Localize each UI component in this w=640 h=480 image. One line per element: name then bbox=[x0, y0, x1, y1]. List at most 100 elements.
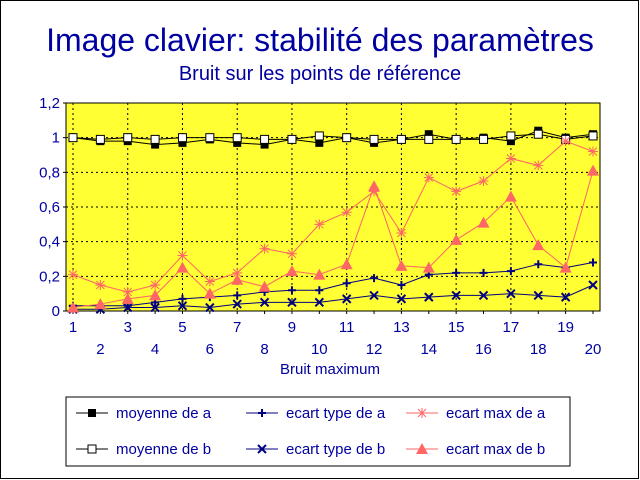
data-point bbox=[259, 297, 270, 308]
legend-item: ecart max de b bbox=[406, 441, 545, 458]
data-point bbox=[451, 290, 461, 301]
y-tick-label: 0 bbox=[52, 303, 60, 320]
data-point bbox=[588, 146, 598, 157]
data-point bbox=[260, 134, 270, 144]
x-tick-label: 15 bbox=[448, 319, 465, 336]
data-point bbox=[477, 216, 490, 228]
y-tick-label: 0,6 bbox=[39, 199, 60, 216]
data-point bbox=[177, 133, 187, 143]
legend-item: moyenne de b bbox=[76, 441, 211, 458]
data-point bbox=[560, 292, 571, 302]
data-point bbox=[422, 261, 435, 273]
y-axis-ticks: 0 0,2 0,4 0,6 0,8 1 1,2 bbox=[39, 95, 66, 320]
data-point bbox=[424, 130, 433, 139]
data-point bbox=[149, 289, 162, 301]
data-point bbox=[94, 298, 107, 310]
data-point bbox=[233, 291, 242, 300]
y-tick-label: 0,4 bbox=[39, 234, 60, 251]
x-tick-label: 8 bbox=[260, 341, 268, 358]
data-point bbox=[259, 243, 270, 254]
data-point bbox=[178, 294, 187, 303]
data-point bbox=[396, 294, 407, 304]
data-point bbox=[342, 133, 352, 143]
x-tick-label: 12 bbox=[366, 341, 383, 358]
data-point bbox=[559, 261, 572, 273]
data-point bbox=[178, 138, 187, 147]
x-tick-label: 20 bbox=[585, 341, 602, 358]
legend-marker bbox=[88, 409, 96, 417]
x-tick-label: 14 bbox=[420, 341, 437, 358]
series-line bbox=[72, 133, 594, 140]
y-tick-label: 0,8 bbox=[39, 164, 60, 181]
data-point bbox=[506, 131, 516, 141]
x-tick-label: 5 bbox=[178, 319, 186, 336]
data-point bbox=[587, 164, 599, 176]
legend-marker bbox=[257, 444, 267, 454]
x-tick-label: 13 bbox=[393, 319, 410, 336]
data-point bbox=[68, 133, 78, 143]
data-point bbox=[478, 176, 489, 186]
chart-subtitle: Bruit sur les points de référence bbox=[179, 63, 461, 85]
legend-marker bbox=[416, 443, 428, 454]
data-point bbox=[533, 160, 544, 171]
data-point bbox=[479, 268, 488, 277]
data-point bbox=[232, 133, 242, 143]
data-point bbox=[505, 153, 516, 164]
x-tick-label: 2 bbox=[96, 341, 104, 358]
data-point bbox=[396, 134, 406, 144]
data-point bbox=[151, 140, 160, 149]
chart-title: Image clavier: stabilité des paramètres bbox=[46, 22, 594, 58]
data-point bbox=[341, 207, 352, 218]
data-point bbox=[589, 258, 597, 267]
legend-item: ecart type de a bbox=[246, 405, 386, 422]
series-line bbox=[73, 284, 594, 310]
data-point bbox=[205, 133, 215, 143]
data-point bbox=[423, 172, 434, 183]
series-layer bbox=[67, 126, 599, 314]
legend-marker bbox=[87, 444, 97, 454]
data-point bbox=[506, 137, 515, 146]
legend-box bbox=[65, 396, 571, 467]
data-point bbox=[314, 219, 325, 230]
data-point bbox=[95, 280, 106, 290]
data-point bbox=[588, 280, 598, 290]
data-point bbox=[452, 268, 461, 277]
series-line bbox=[72, 130, 594, 146]
data-point bbox=[176, 261, 189, 273]
data-point bbox=[123, 302, 133, 313]
data-point bbox=[506, 267, 515, 276]
series-ecart-max-de-a bbox=[68, 136, 598, 297]
data-point bbox=[123, 133, 133, 143]
data-point bbox=[369, 186, 380, 197]
x-tick-label: 7 bbox=[233, 319, 241, 336]
legend-marker bbox=[417, 408, 427, 418]
data-point bbox=[258, 280, 271, 292]
data-point bbox=[368, 180, 381, 192]
data-point bbox=[203, 287, 216, 299]
x-tick-label: 10 bbox=[311, 341, 328, 358]
data-point bbox=[396, 228, 407, 238]
data-point bbox=[232, 267, 243, 278]
x-tick-label: 4 bbox=[151, 341, 159, 358]
legend-label: moyenne de a bbox=[116, 405, 212, 422]
data-point bbox=[532, 239, 545, 251]
data-point bbox=[314, 131, 324, 141]
data-point bbox=[504, 190, 517, 202]
legend-item: ecart type de b bbox=[246, 441, 385, 458]
y-tick-label: 0,2 bbox=[39, 268, 60, 285]
x-tick-label: 3 bbox=[124, 319, 132, 336]
x-tick-label: 1 bbox=[69, 319, 77, 336]
data-point bbox=[285, 265, 298, 277]
x-tick-label: 17 bbox=[503, 319, 520, 336]
x-tick-label: 9 bbox=[288, 319, 296, 336]
series-ecart-max-de-b bbox=[67, 164, 599, 313]
data-point bbox=[478, 290, 489, 301]
data-point bbox=[342, 279, 351, 288]
legend-label: ecart max de a bbox=[446, 405, 546, 422]
data-point bbox=[286, 248, 297, 259]
data-point bbox=[340, 258, 353, 270]
data-point bbox=[450, 233, 463, 245]
data-point bbox=[232, 299, 242, 309]
